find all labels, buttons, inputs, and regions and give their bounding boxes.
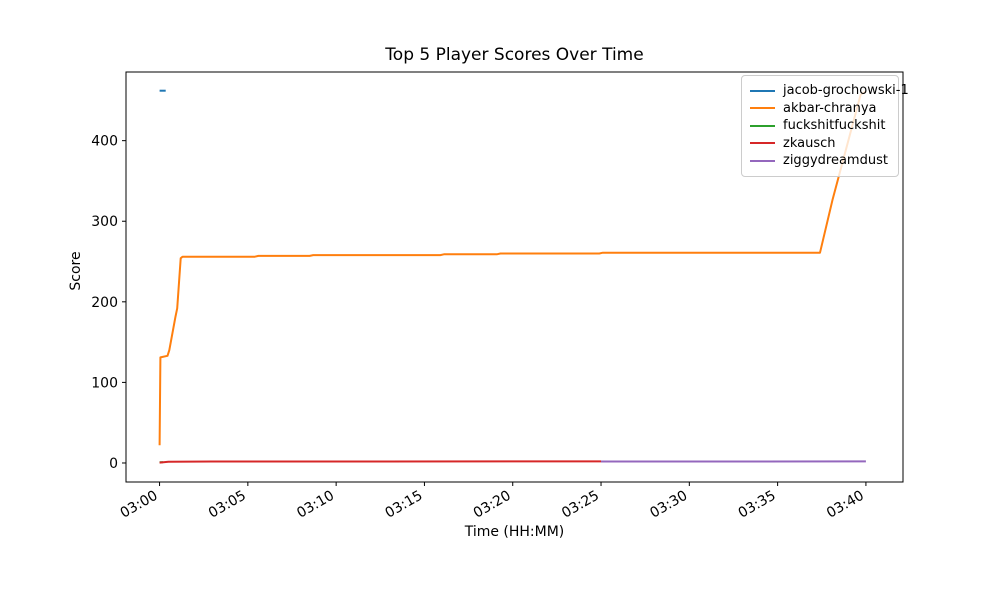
plot-border [125, 71, 904, 483]
legend-item: fuckshitfuckshit [750, 117, 890, 135]
legend-label: ziggydreamdust [783, 153, 888, 169]
y-axis-label: Score [68, 251, 84, 291]
y-axis-tick-label: 0 [109, 456, 118, 472]
legend-label: fuckshitfuckshit [783, 118, 886, 134]
legend-line-swatch-icon [750, 142, 775, 145]
legend-label: jacob-grochowski-1 [783, 83, 909, 99]
legend-line-swatch-icon [750, 159, 775, 162]
x-axis-tick-label: 03:20 [471, 488, 514, 522]
x-axis-tick-label: 03:30 [647, 488, 690, 522]
chart-title: Top 5 Player Scores Over Time [385, 45, 644, 65]
x-axis-label: Time (HH:MM) [464, 524, 565, 540]
x-axis-tick-label: 03:35 [736, 488, 779, 522]
legend-line-swatch-icon [750, 107, 775, 110]
x-axis-tick-label: 03:40 [824, 488, 867, 522]
legend-item: ziggydreamdust [750, 152, 890, 170]
legend-item: akbar-chranya [750, 100, 890, 118]
x-axis-tick-label: 03:00 [118, 488, 161, 522]
y-axis-tick-label: 200 [91, 295, 118, 311]
legend-item: zkausch [750, 135, 890, 153]
x-axis-tick-label: 03:15 [382, 488, 425, 522]
legend: jacob-grochowski-1 akbar-chranya fuckshi… [741, 75, 909, 177]
y-axis-tick-label: 100 [91, 375, 118, 391]
legend-label: zkausch [783, 135, 836, 151]
legend-line-swatch-icon [750, 124, 775, 127]
y-axis-tick-label: 400 [91, 134, 118, 150]
series-line-zkausch [159, 460, 602, 464]
legend-item: jacob-grochowski-1 [750, 82, 909, 100]
x-axis-tick-label: 03:10 [294, 488, 337, 522]
legend-line-swatch-icon [750, 89, 775, 92]
x-axis-tick-label: 03:25 [559, 488, 602, 522]
x-axis-tick-label: 03:05 [206, 488, 249, 522]
series-line-akbar-chranya [158, 90, 867, 446]
legend-label: akbar-chranya [783, 100, 877, 116]
y-axis-tick-label: 300 [91, 214, 118, 230]
